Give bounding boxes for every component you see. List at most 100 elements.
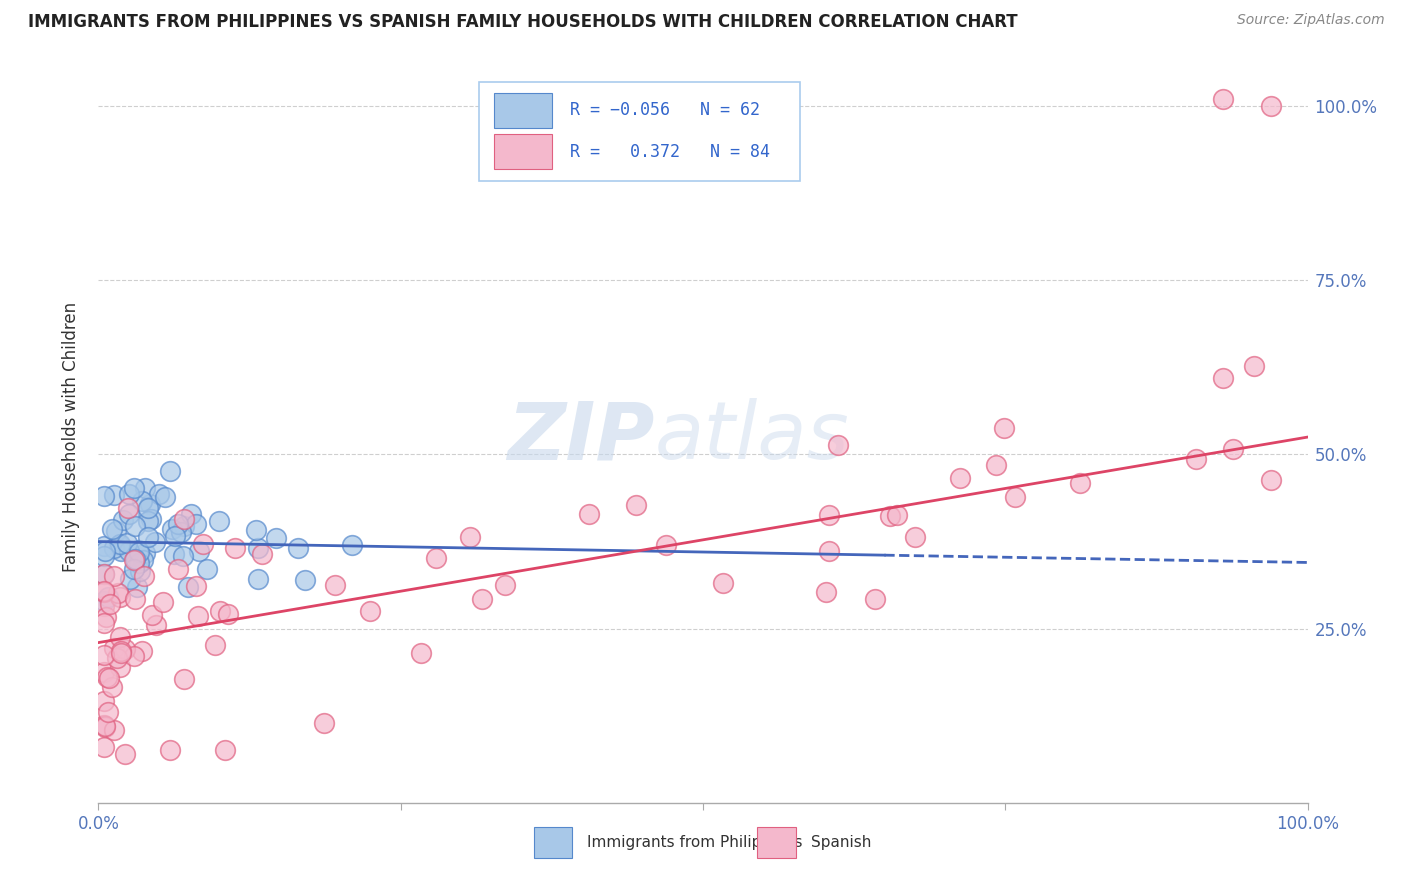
Point [208,514,231,528]
Point [266,531,288,545]
Point [152,595,174,609]
Point [155,490,177,504]
Point [134,481,156,495]
Point [98,597,121,611]
Point [93,539,115,553]
Point [136,501,159,516]
Point [134,546,156,560]
Point [1260,99,1282,113]
Point [122,649,145,664]
Point [122,562,145,576]
Point [93,566,115,581]
Point [471,592,494,607]
Point [1212,92,1234,106]
Text: Source: ZipAtlas.com: Source: ZipAtlas.com [1237,13,1385,28]
Point [904,530,927,544]
Point [1185,452,1208,467]
Point [108,537,131,551]
Point [104,524,127,538]
Point [93,594,115,608]
Point [143,535,166,549]
Text: ZIP: ZIP [508,398,655,476]
Point [815,585,838,599]
Point [187,609,209,624]
Point [122,481,145,495]
Point [141,607,163,622]
Point [97,671,120,685]
Point [458,530,481,544]
Point [117,536,139,550]
FancyBboxPatch shape [479,82,800,181]
Point [247,572,270,586]
Text: R = −0.056   N = 62: R = −0.056 N = 62 [569,101,761,120]
Point [101,680,124,694]
Point [167,562,190,576]
Point [93,583,115,598]
Point [173,512,195,526]
Point [986,458,1008,472]
Point [108,630,131,644]
Point [94,720,117,734]
Point [217,607,239,622]
Point [245,523,267,537]
Point [120,572,142,586]
Point [948,471,970,485]
Point [409,646,432,660]
Point [177,580,200,594]
Point [93,599,115,614]
Point [103,541,125,555]
Point [118,508,141,522]
Point [141,511,163,525]
Point [93,740,115,755]
Point [886,508,908,523]
Point [818,508,841,522]
Text: Immigrants from Philippines: Immigrants from Philippines [586,835,803,850]
Point [879,508,901,523]
Point [103,723,125,738]
Point [993,420,1015,434]
Y-axis label: Family Households with Children: Family Households with Children [62,302,80,572]
Point [103,569,125,583]
Point [139,497,162,511]
FancyBboxPatch shape [534,827,572,858]
Point [159,464,181,478]
Point [97,591,120,605]
Point [204,639,226,653]
Text: atlas: atlas [655,398,849,476]
Point [246,541,269,555]
Point [136,530,159,544]
Point [184,579,207,593]
Point [188,544,211,558]
Point [124,552,146,566]
Point [132,569,155,583]
Point [863,591,886,606]
Point [97,705,120,719]
Point [494,578,516,592]
Point [184,517,207,532]
Point [114,747,136,762]
Point [124,553,146,567]
Point [93,717,115,731]
Point [711,575,734,590]
Point [817,544,839,558]
Point [125,580,148,594]
Point [163,529,186,543]
Point [93,719,115,733]
Point [93,585,115,599]
Point [100,522,122,536]
Point [93,549,115,563]
Point [132,553,155,567]
Point [105,651,128,665]
Point [314,716,336,731]
Point [96,670,118,684]
Point [124,592,146,607]
Point [118,544,141,558]
Point [172,549,194,564]
Point [93,648,115,663]
Text: IMMIGRANTS FROM PHILIPPINES VS SPANISH FAMILY HOUSEHOLDS WITH CHILDREN CORRELATI: IMMIGRANTS FROM PHILIPPINES VS SPANISH F… [28,13,1018,31]
Point [359,604,381,618]
Text: R =   0.372   N = 84: R = 0.372 N = 84 [569,143,770,161]
Point [173,519,195,533]
Point [425,550,447,565]
Point [294,573,316,587]
